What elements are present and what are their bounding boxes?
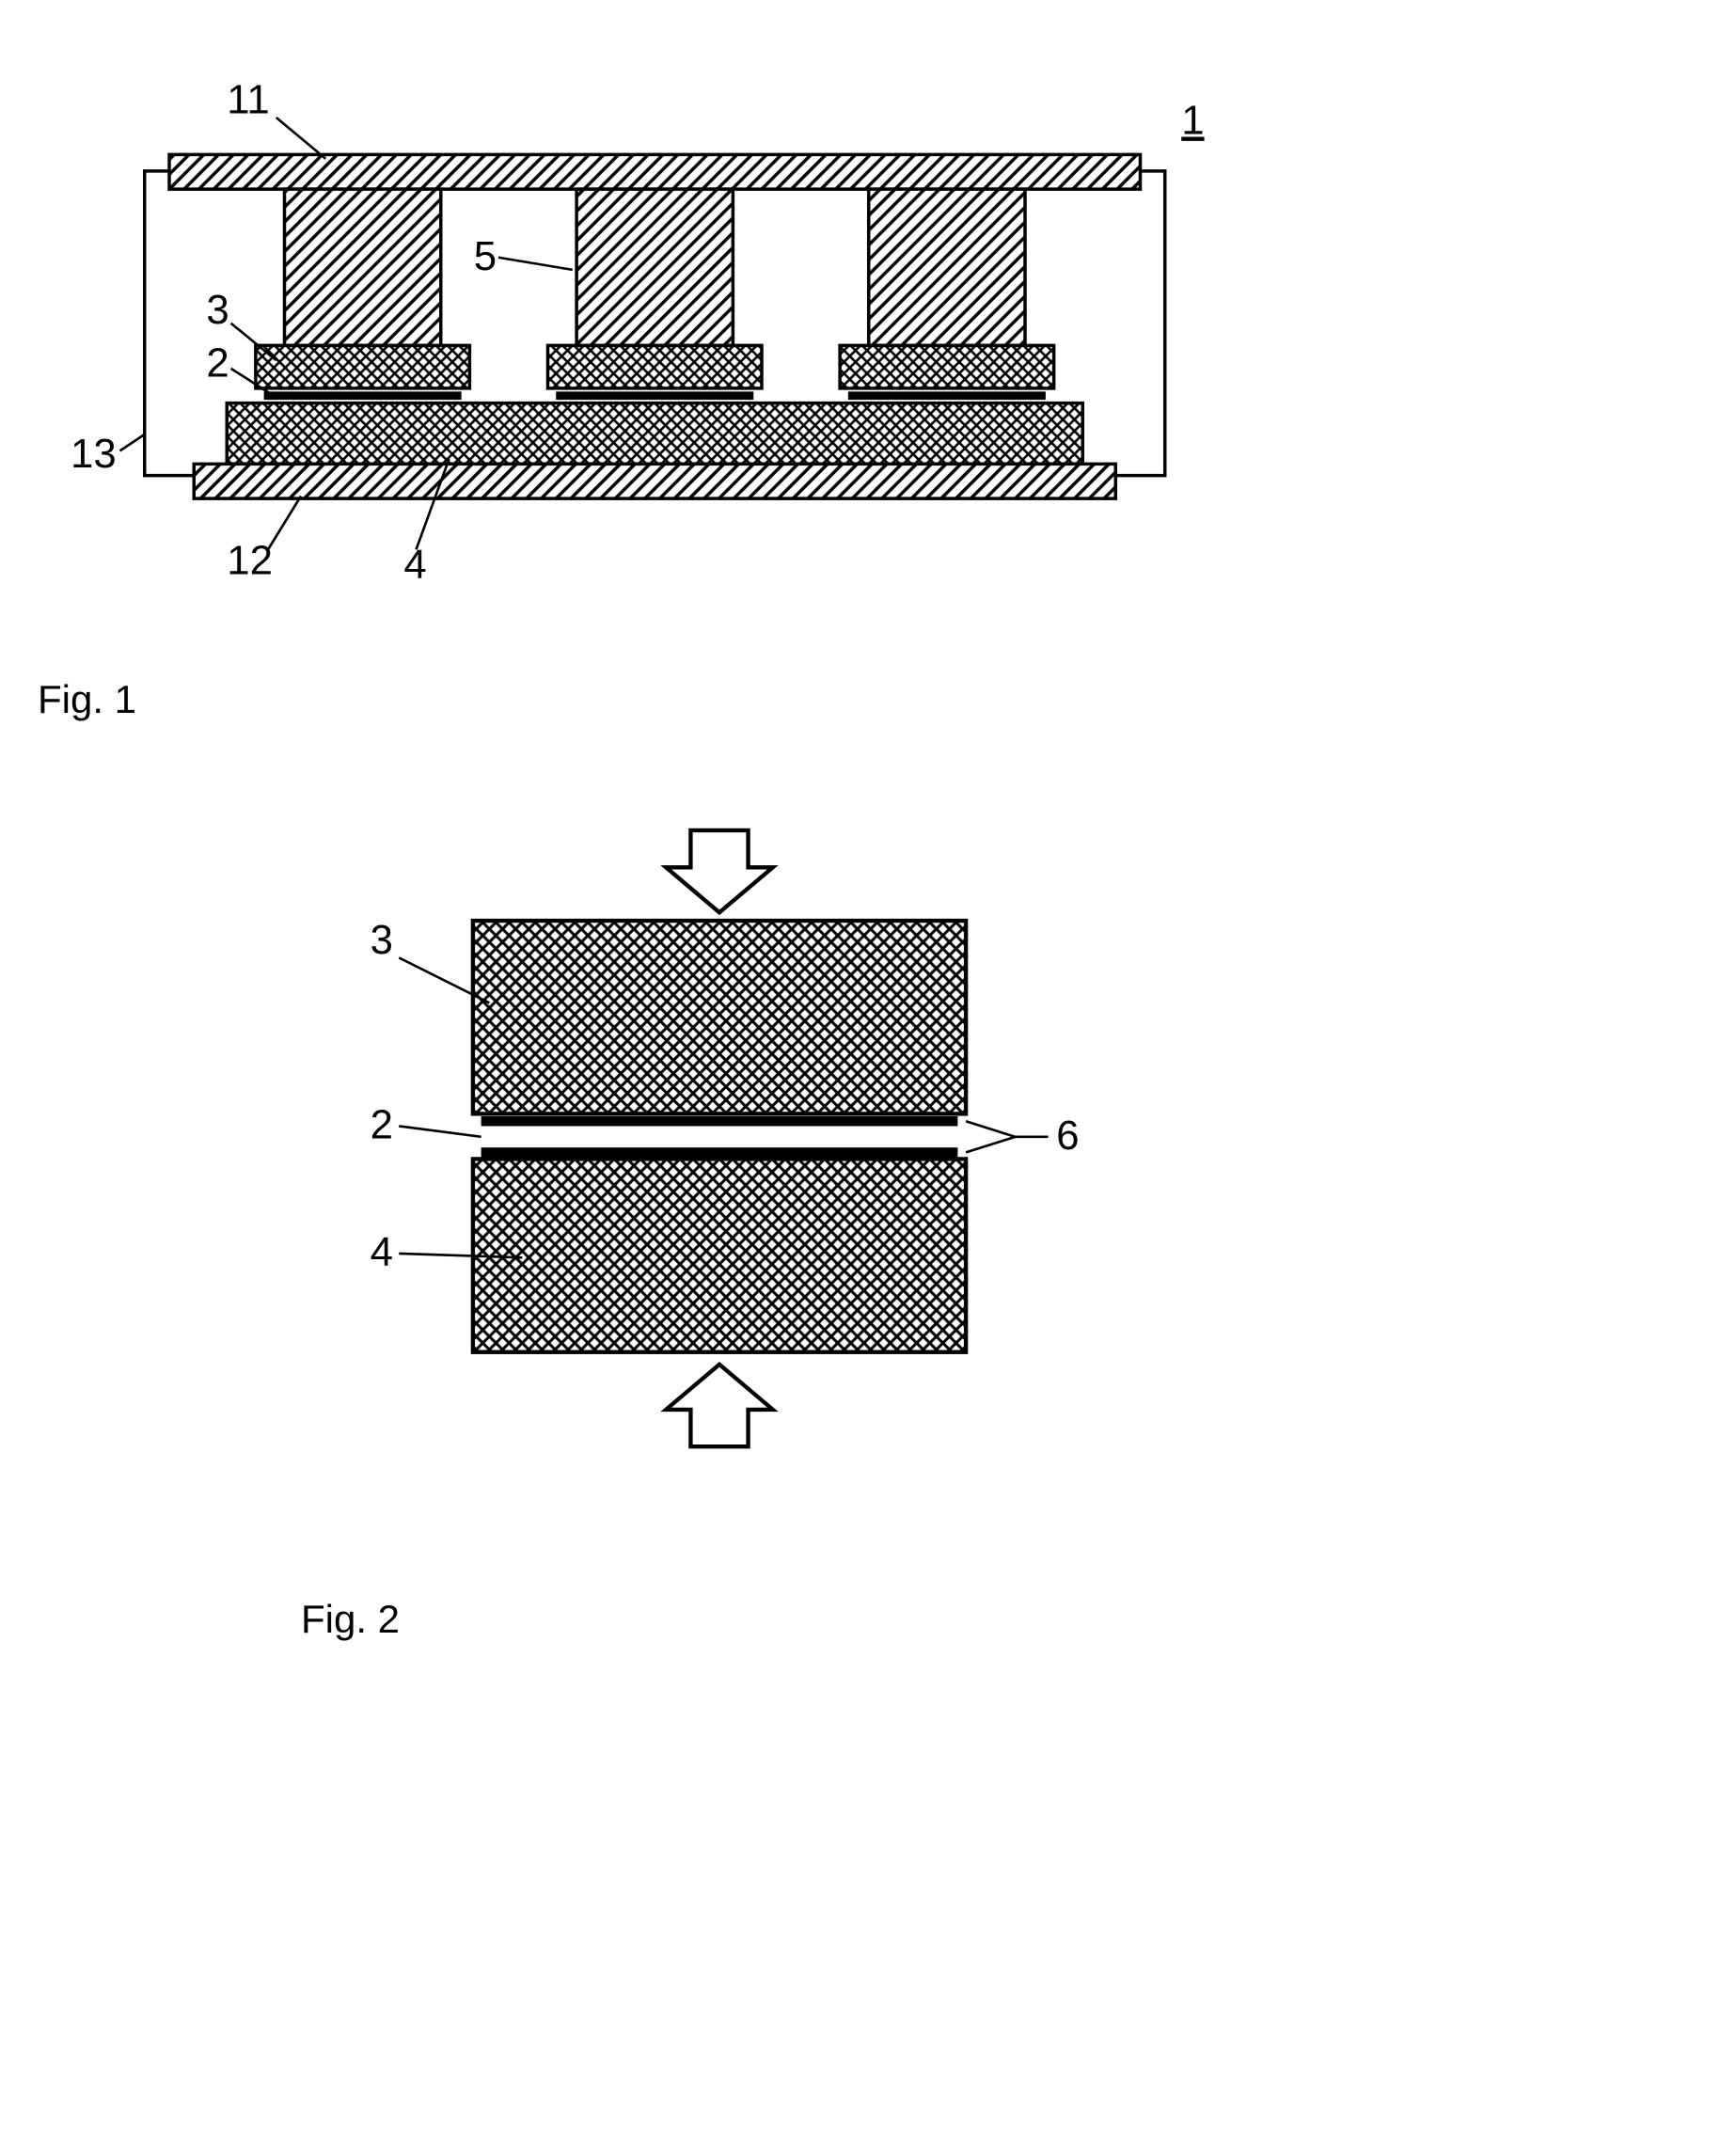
pillars [285, 189, 1026, 345]
arrow-up [666, 1365, 773, 1446]
upper-blocks [256, 345, 1054, 388]
arrow-down [666, 830, 773, 912]
label-2: 2 [206, 340, 229, 387]
fig2-label-4: 4 [371, 1229, 393, 1275]
label-1: 1 [1181, 98, 1204, 144]
base-block [227, 403, 1082, 465]
fig2-layer-top [481, 1116, 958, 1126]
top-plate [169, 154, 1141, 189]
fig2-label-2: 2 [371, 1102, 393, 1148]
label-11: 11 [227, 77, 269, 123]
label-3: 3 [206, 287, 229, 333]
bottom-plate [194, 464, 1115, 498]
fig2-layer-bottom [481, 1147, 958, 1157]
label-4: 4 [403, 542, 426, 588]
figure-1-caption: Fig. 1 [38, 677, 1698, 722]
fig2-label-3: 3 [371, 917, 393, 963]
fig2-top-block [473, 921, 966, 1113]
figure-1: 11 1 5 3 2 13 12 4 Fig. 1 [38, 38, 1698, 722]
thin-layers [264, 391, 1046, 400]
label-12: 12 [227, 538, 273, 584]
figure-1-svg: 11 1 5 3 2 13 12 4 [38, 38, 1354, 658]
figure-2: 3 2 4 6 Fig. 2 [226, 797, 1698, 1642]
figure-2-caption: Fig. 2 [301, 1597, 1698, 1642]
label-5: 5 [474, 233, 497, 279]
fig2-label-6: 6 [1056, 1113, 1079, 1159]
figure-2-svg: 3 2 4 6 [226, 797, 1213, 1578]
fig2-bottom-block [473, 1159, 966, 1351]
label-13: 13 [71, 431, 117, 477]
